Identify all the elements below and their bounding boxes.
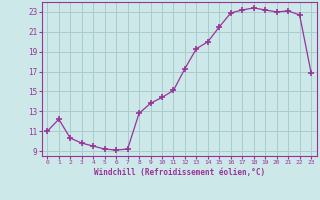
X-axis label: Windchill (Refroidissement éolien,°C): Windchill (Refroidissement éolien,°C) xyxy=(94,168,265,177)
